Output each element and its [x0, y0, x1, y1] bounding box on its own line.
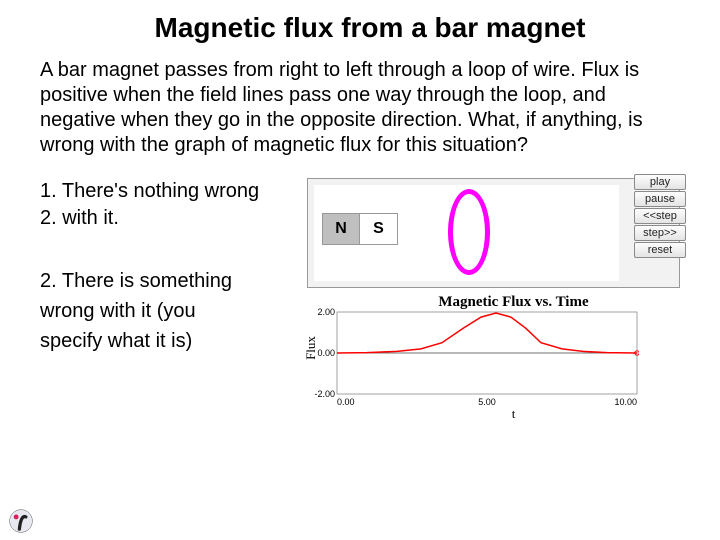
flux-chart: Magnetic Flux vs. Time Flux 2.000.00-2.0… [307, 296, 680, 408]
step-forward-button[interactable]: step>> [634, 225, 686, 241]
magnet-pole-s: S [360, 213, 398, 245]
answer-2-line2: wrong with it (you [40, 296, 295, 326]
page-title: Magnetic flux from a bar magnet [60, 12, 680, 44]
answer-option-2: 2. There is something wrong with it (you… [40, 266, 295, 356]
answer-1-line1: 1. There's nothing wrong [40, 178, 295, 205]
answer-options: 1. There's nothing wrong 2. with it. 2. … [40, 178, 295, 408]
reset-button[interactable]: reset [634, 242, 686, 258]
lower-content: 1. There's nothing wrong 2. with it. 2. … [40, 178, 680, 408]
play-button[interactable]: play [634, 174, 686, 190]
wire-loop [448, 189, 490, 275]
pause-button[interactable]: pause [634, 191, 686, 207]
svg-text:0.00: 0.00 [317, 348, 335, 358]
answer-2-line3: specify what it is) [40, 326, 295, 356]
answer-1-line2: 2. with it. [40, 205, 295, 232]
logo-icon [8, 508, 34, 534]
step-back-button[interactable]: <<step [634, 208, 686, 224]
simulation-controls: play pause <<step step>> reset [634, 174, 686, 258]
answer-option-1: 1. There's nothing wrong 2. with it. [40, 178, 295, 232]
chart-svg: 2.000.00-2.000.005.0010.00 [307, 296, 639, 408]
svg-text:-2.00: -2.00 [314, 389, 335, 399]
simulation-canvas: N S [307, 178, 680, 288]
bar-magnet: N S [322, 213, 398, 245]
answer-2-line1: 2. There is something [40, 266, 295, 296]
magnet-pole-n: N [322, 213, 360, 245]
chart-ylabel: Flux [303, 336, 319, 360]
simulation-panel: N S play pause <<step step>> reset Magne… [307, 178, 680, 408]
question-description: A bar magnet passes from right to left t… [40, 58, 680, 158]
chart-title: Magnetic Flux vs. Time [327, 294, 700, 311]
chart-xlabel: t [327, 406, 700, 422]
